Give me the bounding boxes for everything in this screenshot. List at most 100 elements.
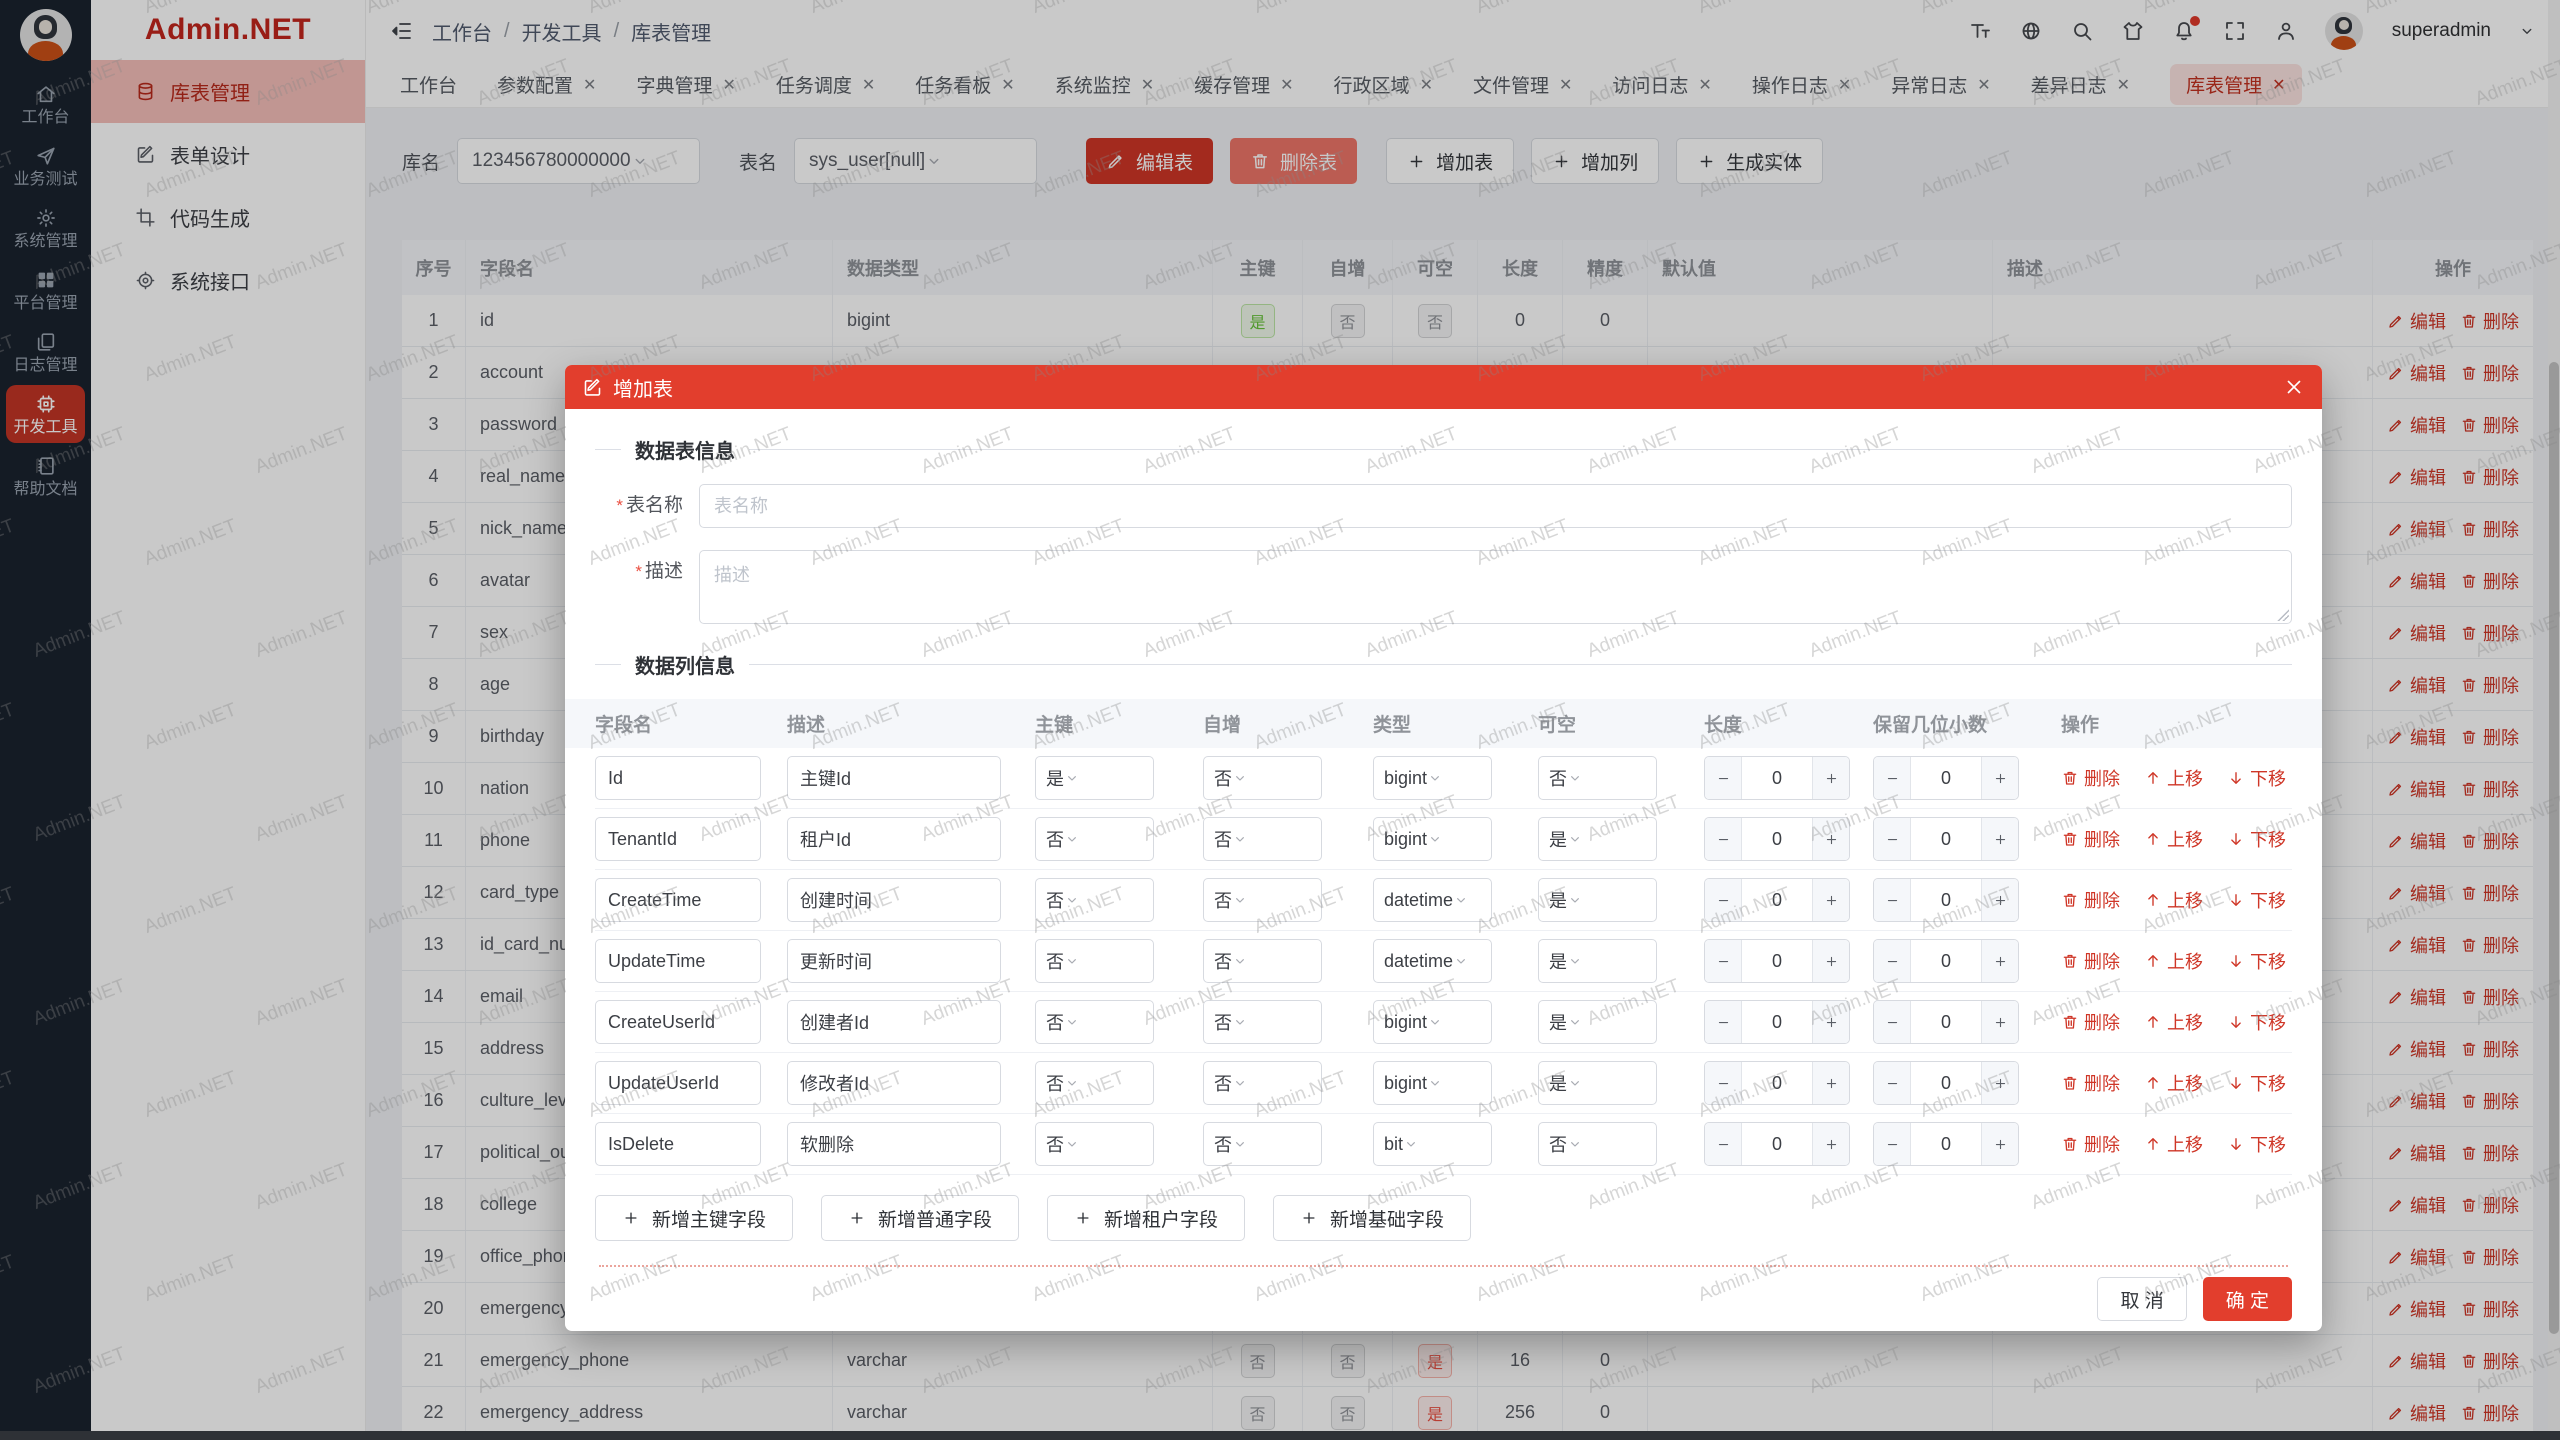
decrease-button[interactable] — [1874, 1001, 1910, 1044]
add-table-button[interactable]: 增加表 — [1386, 138, 1515, 184]
row-delete-button[interactable]: 删除 — [2061, 1131, 2120, 1157]
type-select[interactable]: bigint — [1373, 1000, 1492, 1045]
decrease-button[interactable] — [1705, 757, 1741, 800]
row-edit-button[interactable]: 编辑 — [2387, 1400, 2446, 1426]
user-avatar[interactable] — [2324, 12, 2363, 50]
row-delete-button[interactable]: 删除 — [2061, 1070, 2120, 1096]
decrease-button[interactable] — [1705, 1123, 1741, 1166]
add-pk-field-button[interactable]: 新增主键字段 — [595, 1195, 794, 1242]
bell-icon[interactable] — [2172, 16, 2200, 43]
tab-op-log[interactable]: 操作日志 ✕ — [1752, 71, 1851, 98]
row-move-up-button[interactable]: 上移 — [2144, 887, 2203, 913]
breadcrumb-item[interactable]: 工作台 — [432, 22, 492, 45]
row-delete-button[interactable]: 删除 — [2460, 360, 2519, 386]
tab-close-icon[interactable]: ✕ — [1140, 76, 1155, 94]
row-delete-button[interactable]: 删除 — [2460, 984, 2519, 1010]
tab-close-icon[interactable]: ✕ — [2116, 76, 2131, 94]
tab-close-icon[interactable]: ✕ — [1837, 76, 1852, 94]
decrease-button[interactable] — [1705, 1062, 1741, 1105]
tab-close-icon[interactable]: ✕ — [1419, 76, 1433, 94]
tab-close-icon[interactable]: ✕ — [722, 76, 736, 94]
decrease-button[interactable] — [1705, 940, 1741, 983]
nullable-select[interactable]: 是 — [1538, 878, 1657, 923]
field-name-input[interactable] — [595, 1000, 761, 1045]
nullable-select[interactable]: 否 — [1538, 1122, 1657, 1167]
decrease-button[interactable] — [1874, 1123, 1910, 1166]
type-select[interactable]: datetime — [1373, 878, 1492, 923]
autoinc-select[interactable]: 否 — [1203, 1061, 1322, 1106]
page-scrollbar-thumb[interactable] — [2549, 362, 2559, 1334]
row-delete-button[interactable]: 删除 — [2460, 672, 2519, 698]
row-edit-button[interactable]: 编辑 — [2387, 828, 2446, 854]
rail-item-business-test[interactable]: 业务测试 — [6, 137, 85, 195]
tab-close-icon[interactable]: ✕ — [1977, 76, 1991, 94]
tab-admin-region[interactable]: 行政区域 ✕ — [1334, 71, 1433, 98]
rail-item-help-docs[interactable]: 帮助文档 — [6, 447, 85, 505]
pk-select[interactable]: 否 — [1035, 1000, 1154, 1045]
generate-entity-button[interactable]: 生成实体 — [1676, 138, 1824, 184]
row-move-up-button[interactable]: 上移 — [2144, 1131, 2203, 1157]
pk-select[interactable]: 否 — [1035, 1122, 1154, 1167]
row-delete-button[interactable]: 删除 — [2061, 1009, 2120, 1035]
row-delete-button[interactable]: 删除 — [2460, 308, 2519, 334]
row-delete-button[interactable]: 删除 — [2460, 620, 2519, 646]
field-desc-input[interactable] — [787, 1122, 1001, 1167]
increase-button[interactable] — [1813, 757, 1849, 800]
pk-select[interactable]: 否 — [1035, 817, 1154, 862]
increase-button[interactable] — [1813, 818, 1849, 861]
nullable-select[interactable]: 否 — [1538, 756, 1657, 801]
row-move-down-button[interactable]: 下移 — [2227, 765, 2286, 791]
autoinc-select[interactable]: 否 — [1203, 1122, 1322, 1167]
row-edit-button[interactable]: 编辑 — [2387, 1036, 2446, 1062]
row-move-down-button[interactable]: 下移 — [2227, 1131, 2286, 1157]
row-move-down-button[interactable]: 下移 — [2227, 887, 2286, 913]
sidebar-item-code-gen[interactable]: 代码生成 — [91, 186, 365, 249]
autoinc-select[interactable]: 否 — [1203, 817, 1322, 862]
pk-select[interactable]: 否 — [1035, 939, 1154, 984]
edit-table-button[interactable]: 编辑表 — [1086, 138, 1214, 184]
row-move-down-button[interactable]: 下移 — [2227, 1070, 2286, 1096]
shirt-icon[interactable] — [2121, 19, 2145, 43]
table-name-input[interactable] — [699, 484, 2292, 529]
row-edit-button[interactable]: 编辑 — [2387, 620, 2446, 646]
type-select[interactable]: bigint — [1373, 1061, 1492, 1106]
add-normal-field-button[interactable]: 新增普通字段 — [821, 1195, 1020, 1242]
breadcrumb-item[interactable]: 开发工具 — [521, 22, 602, 45]
sidebar-item-table-mgmt[interactable]: 库表管理 — [91, 60, 365, 123]
type-select[interactable]: datetime — [1373, 939, 1492, 984]
increase-button[interactable] — [1982, 879, 2018, 922]
fontsize-icon[interactable] — [1968, 19, 1992, 43]
decrease-button[interactable] — [1874, 940, 1910, 983]
row-delete-button[interactable]: 删除 — [2460, 1192, 2519, 1218]
decrease-button[interactable] — [1705, 818, 1741, 861]
field-desc-input[interactable] — [787, 817, 1001, 862]
field-name-input[interactable] — [595, 878, 761, 923]
autoinc-select[interactable]: 否 — [1203, 1000, 1322, 1045]
row-edit-button[interactable]: 编辑 — [2387, 412, 2446, 438]
increase-button[interactable] — [1982, 757, 2018, 800]
tab-dict-mgmt[interactable]: 字典管理 ✕ — [636, 71, 735, 98]
tab-close-icon[interactable]: ✕ — [1280, 76, 1294, 94]
field-name-input[interactable] — [595, 1122, 761, 1167]
row-edit-button[interactable]: 编辑 — [2387, 516, 2446, 542]
add-base-field-button[interactable]: 新增基础字段 — [1273, 1195, 1472, 1242]
pk-select[interactable]: 否 — [1035, 878, 1154, 923]
row-delete-button[interactable]: 删除 — [2061, 948, 2120, 974]
tab-task-board[interactable]: 任务看板 ✕ — [915, 71, 1014, 98]
field-name-input[interactable] — [595, 756, 761, 801]
row-edit-button[interactable]: 编辑 — [2387, 360, 2446, 386]
tab-access-log[interactable]: 访问日志 ✕ — [1612, 71, 1711, 98]
row-delete-button[interactable]: 删除 — [2460, 724, 2519, 750]
tab-param-config[interactable]: 参数配置 ✕ — [497, 71, 596, 98]
row-edit-button[interactable]: 编辑 — [2387, 1192, 2446, 1218]
field-name-input[interactable] — [595, 939, 761, 984]
tab-close-icon[interactable]: ✕ — [583, 76, 597, 94]
rail-item-dev-tools[interactable]: 开发工具 — [6, 385, 85, 443]
tab-error-log[interactable]: 异常日志 ✕ — [1891, 71, 1990, 98]
row-edit-button[interactable]: 编辑 — [2387, 1348, 2446, 1374]
increase-button[interactable] — [1813, 1123, 1849, 1166]
row-move-up-button[interactable]: 上移 — [2144, 765, 2203, 791]
add-column-button[interactable]: 增加列 — [1531, 138, 1660, 184]
tab-system-monitor[interactable]: 系统监控 ✕ — [1055, 71, 1154, 98]
row-edit-button[interactable]: 编辑 — [2387, 724, 2446, 750]
